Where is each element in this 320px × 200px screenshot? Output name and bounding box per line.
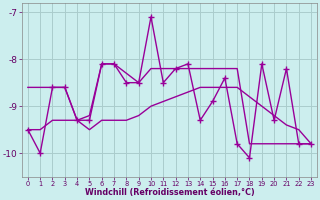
- X-axis label: Windchill (Refroidissement éolien,°C): Windchill (Refroidissement éolien,°C): [84, 188, 254, 197]
